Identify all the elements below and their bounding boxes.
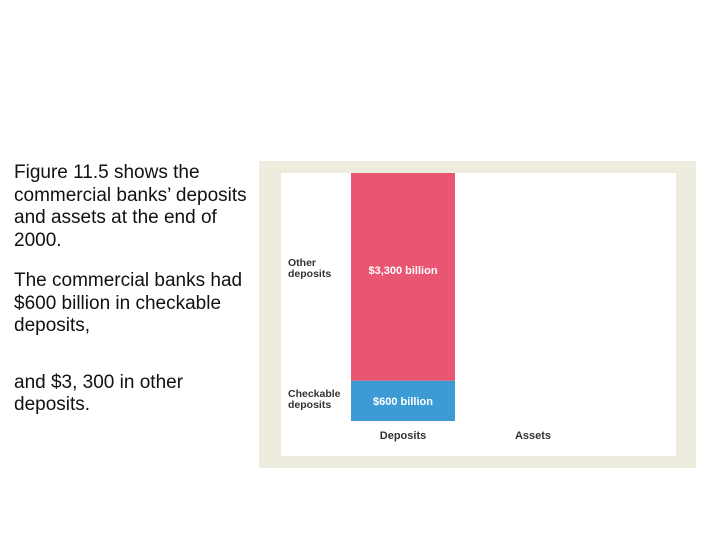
bar-value-label: $3,300 billion: [368, 265, 437, 277]
bar-other-deposits: [351, 159, 455, 381]
slide-text: Figure 11.5 shows the commercial banks’ …: [14, 162, 264, 417]
paragraph-checkable-deposits: The commercial banks had $600 billion in…: [14, 270, 243, 336]
series-label: Checkable deposits: [288, 388, 341, 411]
bars-group: [351, 159, 455, 421]
stacked-bar-chart: $600 billion $3,300 billion Checkable depo…: [288, 159, 551, 442]
bar-checkable-deposits: [351, 380, 455, 421]
bar-value-label: $600 billion: [373, 396, 433, 408]
series-label: Other deposits: [288, 257, 331, 280]
figure-panel: $600 billion $3,300 billion Checkable depo…: [281, 159, 676, 456]
paragraph-other-deposits: and $3, 300 in other deposits.: [14, 371, 184, 416]
category-label: Deposits: [380, 430, 426, 442]
category-label: Assets: [515, 430, 551, 442]
category-labels-group: Deposits Assets: [380, 430, 551, 442]
paragraph-figure-intro: Figure 11.5 shows the commercial banks’ …: [14, 162, 247, 251]
series-labels-group: Checkable deposits Other deposits: [288, 257, 341, 411]
figure-frame: $600 billion $3,300 billion Checkable depo…: [259, 159, 696, 468]
bar-labels-group: $600 billion $3,300 billion: [368, 265, 437, 408]
